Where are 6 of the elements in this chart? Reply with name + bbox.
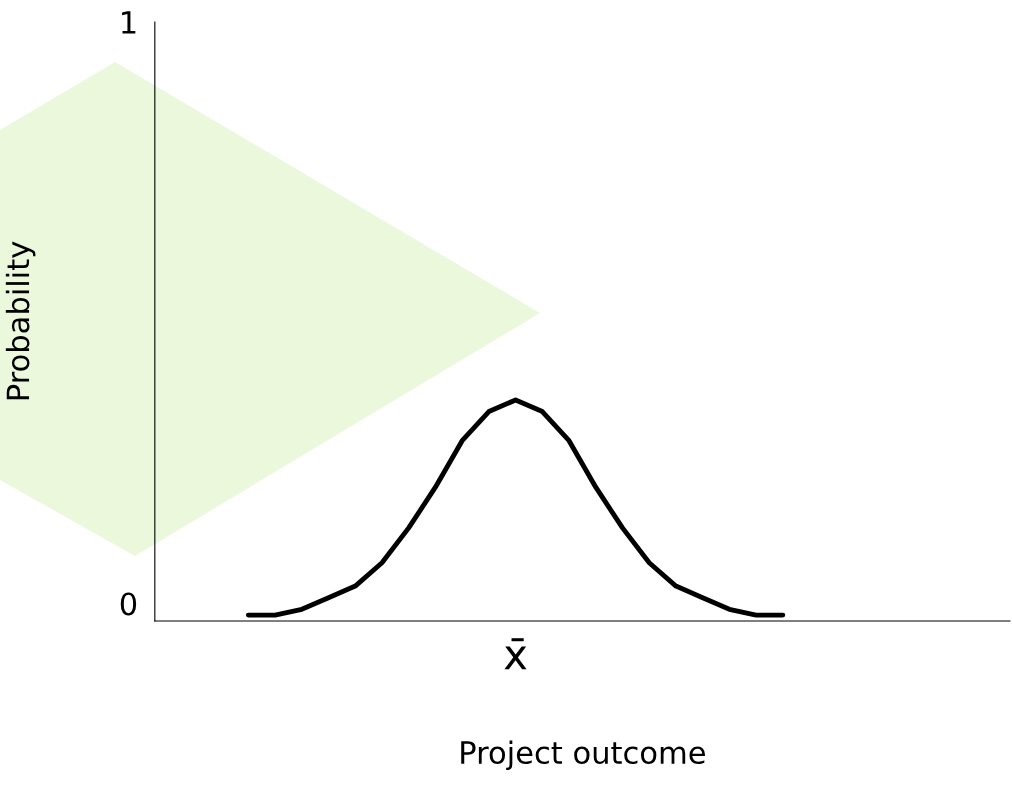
y-axis-title: Probability	[5, 241, 36, 400]
x-axis-title: Project outcome	[461, 740, 705, 770]
y-tick-label: 0	[120, 592, 137, 616]
line-series	[245, 397, 786, 618]
x-tick-label: x̄	[504, 638, 527, 670]
y-tick-label: 1	[122, 11, 136, 34]
